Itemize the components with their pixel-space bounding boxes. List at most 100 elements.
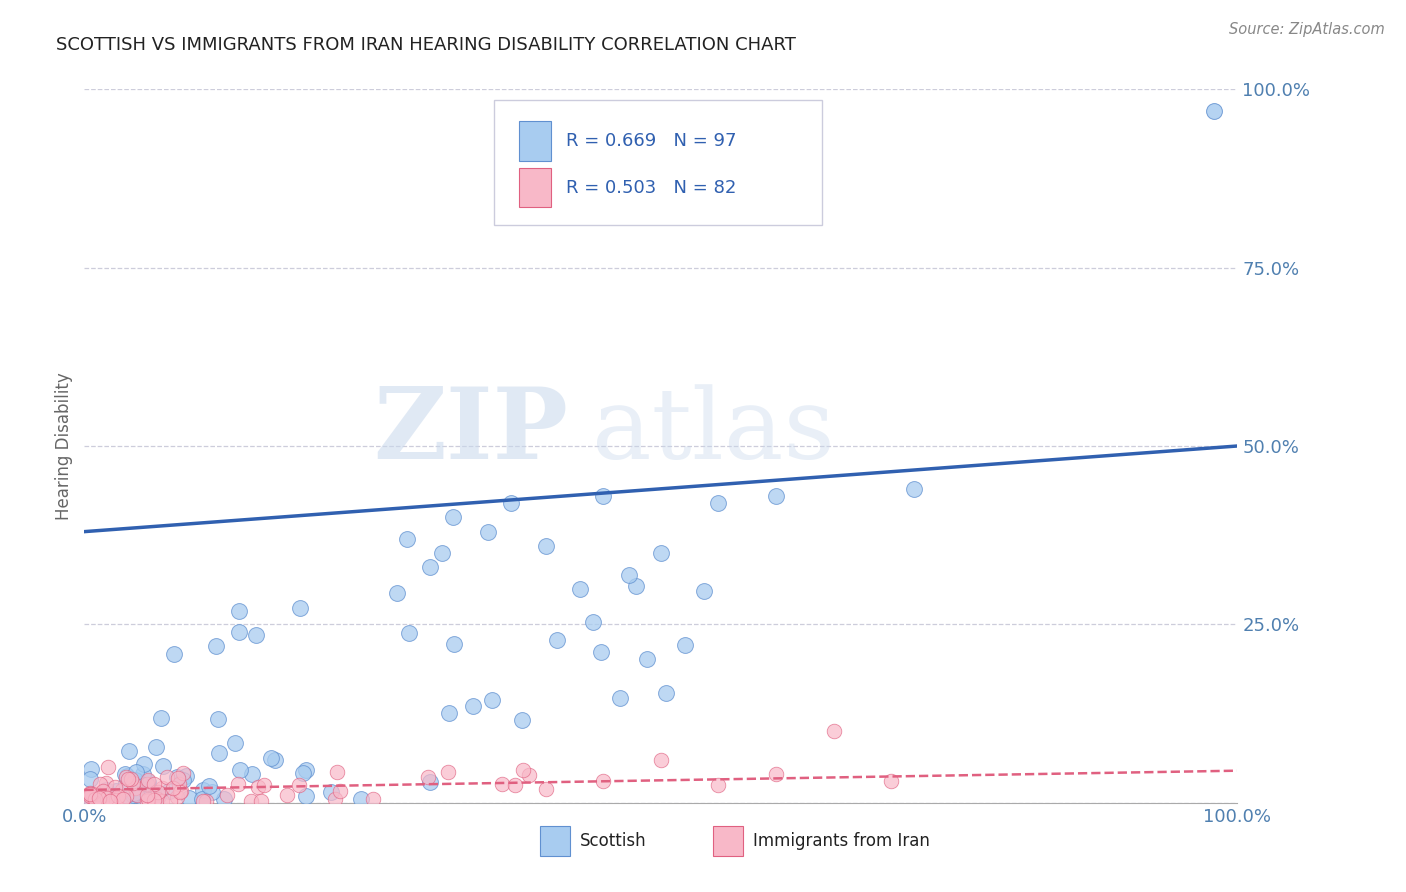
Point [170, 784, 193, 798]
Point [155, 770, 177, 784]
Text: Immigrants from Iran: Immigrants from Iran [754, 832, 929, 850]
Point [246, 780, 269, 795]
Point [167, 772, 190, 786]
Point [91, 786, 114, 800]
Point [79, 762, 101, 776]
Point [229, 763, 252, 777]
Point [124, 772, 146, 787]
Point [903, 482, 925, 496]
Point [463, 699, 485, 714]
Point [228, 604, 250, 618]
Point [150, 711, 173, 725]
Point [117, 744, 139, 758]
Point [103, 790, 125, 805]
Point [326, 765, 349, 780]
Point [592, 774, 614, 789]
Point [128, 789, 150, 804]
Point [288, 601, 311, 615]
Point [108, 792, 131, 806]
Point [79, 789, 101, 803]
Point [117, 772, 139, 787]
Point [396, 532, 419, 546]
Point [765, 489, 787, 503]
Point [650, 753, 672, 767]
Point [224, 736, 246, 750]
Point [96, 790, 118, 805]
Point [288, 778, 311, 792]
Point [91, 784, 114, 798]
Point [201, 785, 224, 799]
Point [512, 764, 534, 778]
Point [131, 767, 153, 781]
Point [136, 794, 159, 808]
Point [250, 794, 273, 808]
Point [150, 794, 173, 808]
Point [111, 792, 134, 806]
Point [416, 770, 439, 784]
Point [276, 788, 298, 802]
Point [215, 788, 238, 802]
Point [503, 778, 526, 792]
Point [419, 560, 441, 574]
Point [134, 756, 156, 771]
Point [86, 792, 108, 806]
Point [159, 794, 181, 808]
Text: ZIP: ZIP [374, 384, 568, 480]
Point [143, 793, 166, 807]
Point [145, 740, 167, 755]
Point [87, 794, 110, 808]
Point [169, 785, 191, 799]
Point [142, 786, 165, 800]
Point [127, 773, 149, 788]
Point [253, 778, 276, 792]
Text: R = 0.669   N = 97: R = 0.669 N = 97 [567, 132, 737, 150]
Point [150, 781, 173, 796]
Point [115, 792, 138, 806]
Point [166, 770, 188, 784]
Text: Source: ZipAtlas.com: Source: ZipAtlas.com [1229, 22, 1385, 37]
Point [226, 776, 249, 790]
Point [124, 765, 146, 780]
Point [107, 789, 129, 803]
Point [96, 792, 118, 806]
Point [880, 774, 903, 789]
Point [361, 792, 384, 806]
Point [115, 770, 138, 784]
Point [707, 778, 730, 792]
Point [105, 792, 128, 806]
Point [136, 788, 159, 802]
Point [79, 786, 101, 800]
Point [152, 758, 174, 772]
Point [142, 777, 165, 791]
Point [89, 793, 111, 807]
Point [104, 793, 127, 807]
Point [295, 763, 318, 777]
Point [707, 496, 730, 510]
Point [499, 496, 522, 510]
Point [138, 775, 160, 789]
FancyBboxPatch shape [540, 826, 569, 856]
Point [172, 766, 194, 780]
Point [443, 637, 465, 651]
Point [673, 638, 696, 652]
Point [80, 792, 103, 806]
Point [138, 793, 160, 807]
Point [82, 790, 104, 805]
Point [208, 746, 231, 760]
Point [146, 789, 169, 803]
Point [121, 776, 143, 790]
Point [205, 639, 228, 653]
Point [592, 489, 614, 503]
Point [619, 568, 641, 582]
Point [97, 789, 120, 803]
Point [96, 790, 118, 805]
Point [94, 782, 117, 797]
Point [534, 781, 557, 796]
Point [546, 632, 568, 647]
Point [120, 772, 142, 787]
Point [245, 627, 267, 641]
Point [100, 793, 122, 807]
Point [79, 794, 101, 808]
Point [104, 784, 127, 798]
Point [195, 794, 218, 808]
